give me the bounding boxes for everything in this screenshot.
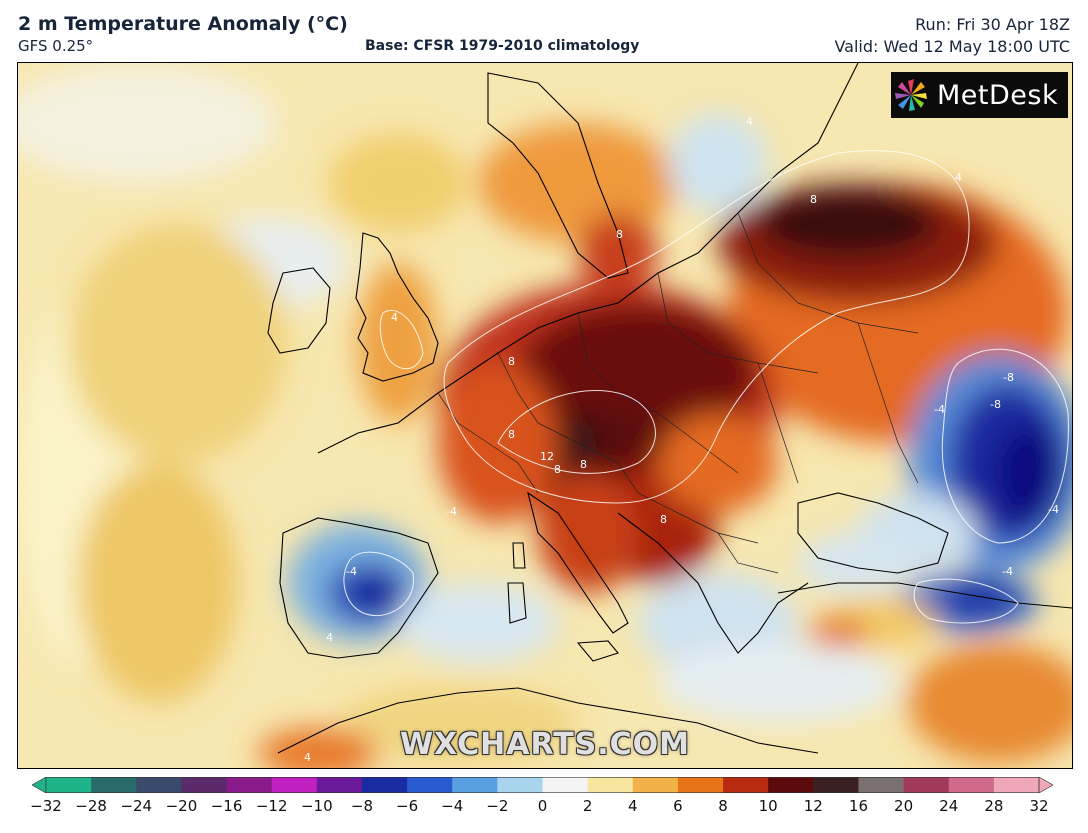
colorbar-segment xyxy=(993,777,1040,793)
contour-label: 8 xyxy=(508,428,515,441)
colorbar-tick-label: 8 xyxy=(718,797,728,815)
colorbar-tick-label: 24 xyxy=(939,797,959,815)
colorbar-segment xyxy=(91,777,137,793)
logo-text: MetDesk xyxy=(937,79,1059,111)
colorbar-tick-label: 0 xyxy=(537,797,548,815)
colorbar-segment xyxy=(858,777,905,793)
black-sea-coastline xyxy=(797,492,949,574)
colorbar-segment xyxy=(948,777,995,793)
colorbar-segment xyxy=(903,777,950,793)
colorbar-tick-label: −4 xyxy=(441,797,464,815)
colorbar-tick-label: −28 xyxy=(75,797,107,815)
colorbar-tick-label: 4 xyxy=(627,797,638,815)
colorbar-segment xyxy=(46,777,92,793)
sicily-coastline xyxy=(576,640,619,662)
colorbar-segment xyxy=(452,777,498,793)
contour-label: 8 xyxy=(660,513,667,526)
map-canvas: 4 4 8 8 8 8 12 8 8 8 -4 -4 -8 -8 -4 -4 4… xyxy=(18,63,1072,768)
colorbar-ticks: −32 −28 −24 −20 −16 −12 −10 −8 −6 −4 −2 0 2 4 6 8 10 12 16… xyxy=(0,797,1088,819)
colorbar-segment xyxy=(542,777,589,793)
chart-title: 2 m Temperature Anomaly (°C) xyxy=(18,13,348,35)
colorbar-segment xyxy=(497,777,543,793)
colorbar-segment xyxy=(768,777,814,793)
contour-label: 4 xyxy=(955,171,962,184)
colorbar-segment xyxy=(361,777,408,793)
colorbar-segment xyxy=(723,777,769,793)
colorbar-segment xyxy=(587,777,634,793)
contour-label: 12 xyxy=(540,450,554,463)
colorbar-tick-label: 28 xyxy=(984,797,1004,815)
colorbar-tick-label: −10 xyxy=(300,797,333,815)
colorbar-segment xyxy=(316,777,363,793)
contour-label: 8 xyxy=(554,463,561,476)
colorbar-segment xyxy=(136,777,182,793)
colorbar-segments xyxy=(32,777,1053,793)
contour-label: -4 xyxy=(346,565,357,578)
contour-label: 8 xyxy=(810,193,817,206)
watermark: WXCHARTS.COM xyxy=(399,727,691,762)
run-label: Run: Fri 30 Apr 18Z xyxy=(915,15,1070,34)
contour-label: 4 xyxy=(304,751,311,764)
scandinavia-coastline xyxy=(487,72,629,279)
metdesk-logo: MetDesk xyxy=(891,72,1068,118)
colorbar-tick-label: 10 xyxy=(758,797,778,815)
turkey-coastline xyxy=(777,582,1072,609)
colorbar-tick-label: −6 xyxy=(396,797,419,815)
colorbar-tick-label: 16 xyxy=(848,797,868,815)
contour-label: -4 xyxy=(1048,503,1059,516)
colorbar-tick-label: −24 xyxy=(120,797,153,815)
contour-label: -8 xyxy=(990,398,1001,411)
colorbar-tick-label: −16 xyxy=(210,797,243,815)
country-borders xyxy=(437,212,919,574)
colorbar-tick-label: −32 xyxy=(30,797,62,815)
colorbar-segment xyxy=(226,777,273,793)
balkans-coastline xyxy=(617,512,809,654)
colorbar-tick-label: 12 xyxy=(803,797,823,815)
colorbar-segment xyxy=(181,777,228,793)
ireland-coastline xyxy=(267,267,331,354)
contour-label: 8 xyxy=(508,355,515,368)
colorbar-tick-label: −12 xyxy=(255,797,288,815)
north-africa-coastline xyxy=(277,687,819,754)
colorbar-tick-label: 2 xyxy=(582,797,593,815)
uk-coastline xyxy=(355,232,439,382)
italy-coastline xyxy=(527,491,629,634)
colorbar-min-arrow xyxy=(32,777,47,793)
colorbar-max-arrow xyxy=(1038,777,1053,793)
contour-label: 4 xyxy=(326,631,333,644)
contour-label: 8 xyxy=(580,458,587,471)
colorbar-tick-label: −2 xyxy=(486,797,509,815)
colorbar-tick-label: 6 xyxy=(673,797,683,815)
corsica-coastline xyxy=(512,542,526,569)
contour-label: -8 xyxy=(1003,371,1014,384)
colorbar-tick-label: −8 xyxy=(350,797,374,815)
anomaly-map: 4 4 8 8 8 8 12 8 8 8 -4 -4 -8 -8 -4 -4 4… xyxy=(17,62,1073,769)
contour-label: 8 xyxy=(616,228,623,241)
contour-lines xyxy=(343,150,1069,624)
model-label: GFS 0.25° xyxy=(18,37,94,55)
contour-label: -4 xyxy=(1002,565,1013,578)
colorbar-segment xyxy=(407,777,453,793)
anomaly-field xyxy=(18,63,1072,768)
colorbar-segment xyxy=(632,777,679,793)
colorbar-tick-label: 32 xyxy=(1029,797,1049,815)
valid-time-label: Valid: Wed 12 May 18:00 UTC xyxy=(834,37,1070,56)
colorbar-tick-label: 20 xyxy=(894,797,914,815)
colorbar-segment xyxy=(813,777,859,793)
colorbar-tick-label: −20 xyxy=(165,797,198,815)
sardinia-coastline xyxy=(507,582,527,624)
iberia-coastline xyxy=(279,517,439,659)
pinwheel-icon xyxy=(895,79,927,111)
colorbar xyxy=(32,777,1053,793)
colorbar-segment xyxy=(271,777,318,793)
colorbar-segment xyxy=(677,777,724,793)
climatology-base-label: Base: CFSR 1979-2010 climatology xyxy=(365,38,640,54)
contour-label: 4 xyxy=(746,115,753,128)
contour-label: -4 xyxy=(934,403,945,416)
colorbar-border xyxy=(45,777,1040,793)
contour-label: -4 xyxy=(446,505,457,518)
contour-label-layer: 4 4 8 8 8 8 12 8 8 8 -4 -4 -8 -8 -4 -4 4… xyxy=(304,115,1059,764)
contour-label: 4 xyxy=(391,311,398,324)
